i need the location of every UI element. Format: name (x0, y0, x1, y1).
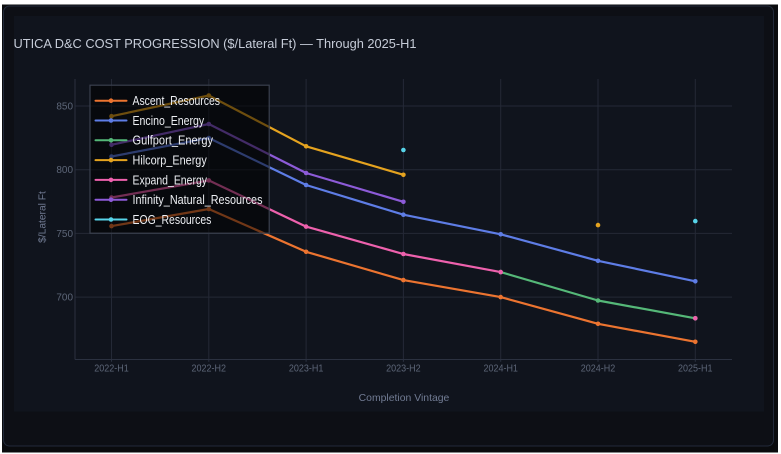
svg-text:2024-H1: 2024-H1 (483, 364, 518, 375)
svg-text:EOG_Resources: EOG_Resources (133, 213, 212, 227)
svg-text:750: 750 (56, 229, 73, 240)
svg-text:700: 700 (56, 293, 73, 304)
svg-text:UTICA D&C COST PROGRESSION ($/: UTICA D&C COST PROGRESSION ($/Lateral Ft… (14, 36, 417, 51)
svg-text:Encino_Energy: Encino_Energy (133, 114, 205, 128)
svg-text:2022-H2: 2022-H2 (192, 364, 227, 375)
svg-text:2025-H1: 2025-H1 (678, 364, 713, 375)
svg-text:Completion Vintage: Completion Vintage (359, 392, 450, 404)
svg-text:Gulfport_Energy: Gulfport_Energy (133, 134, 214, 148)
svg-text:$/Lateral Ft: $/Lateral Ft (37, 191, 49, 243)
svg-text:800: 800 (56, 165, 73, 176)
svg-text:Hilcorp_Energy: Hilcorp_Energy (133, 154, 208, 168)
svg-text:2024-H2: 2024-H2 (581, 364, 616, 375)
svg-text:2023-H1: 2023-H1 (289, 364, 324, 375)
svg-text:2023-H2: 2023-H2 (386, 364, 421, 375)
svg-text:2022-H1: 2022-H1 (94, 364, 129, 375)
svg-text:Ascent_Resources: Ascent_Resources (133, 94, 221, 108)
svg-text:850: 850 (56, 102, 73, 113)
svg-text:Expand_Energy: Expand_Energy (133, 173, 208, 187)
svg-text:Infinity_Natural_Resources: Infinity_Natural_Resources (133, 193, 263, 207)
